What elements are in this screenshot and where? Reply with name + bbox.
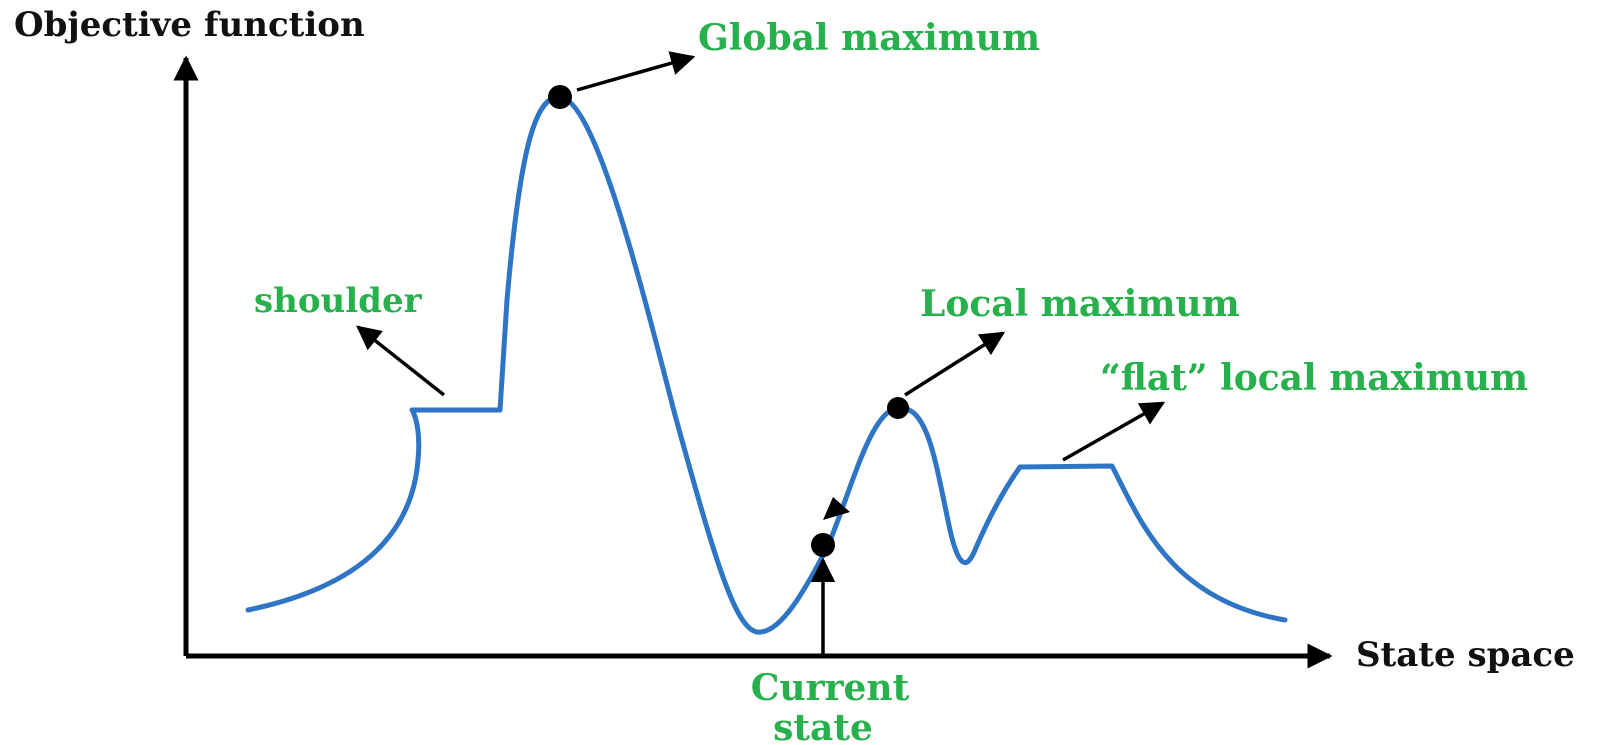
local-maximum-point bbox=[887, 397, 909, 419]
x-axis-label: State space bbox=[1356, 635, 1575, 675]
shoulder-arrow bbox=[356, 325, 446, 397]
global-maximum-arrow bbox=[576, 51, 696, 92]
current-state-point bbox=[811, 533, 835, 557]
y-axis-label: Objective function bbox=[14, 5, 365, 45]
global-maximum-point bbox=[548, 85, 572, 109]
flat-local-maximum-arrow bbox=[1062, 401, 1166, 462]
shoulder-label: shoulder bbox=[254, 281, 423, 321]
climb-direction-arrow-icon bbox=[823, 497, 850, 520]
global-maximum-label: Global maximum bbox=[698, 17, 1040, 59]
current-state-label-line2: state bbox=[773, 707, 873, 745]
current-state-label-line1: Current bbox=[751, 667, 910, 709]
local-maximum-label: Local maximum bbox=[920, 283, 1240, 325]
objective-curve bbox=[245, 94, 1288, 635]
flat-local-maximum-label: “flat” local maximum bbox=[1100, 357, 1528, 399]
local-maximum-arrow bbox=[904, 331, 1006, 397]
